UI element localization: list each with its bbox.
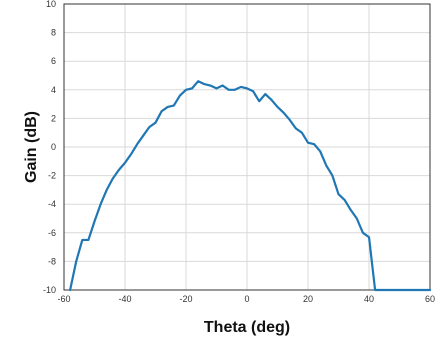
plot-area: [69, 80, 432, 292]
x-tick-label: 60: [425, 294, 435, 304]
series-line: [69, 80, 432, 292]
y-tick-label: 8: [51, 28, 56, 38]
x-axis-label: Theta (deg): [204, 319, 290, 336]
y-tick-label: 4: [51, 85, 56, 95]
x-tick-label: -60: [57, 294, 70, 304]
x-tick-label: -40: [118, 294, 131, 304]
x-tick-label: 0: [244, 294, 249, 304]
y-axis-label: Gain (dB): [23, 111, 40, 183]
y-tick-label: -8: [48, 256, 56, 266]
y-tick-label: -4: [48, 199, 56, 209]
y-tick-label: 2: [51, 113, 56, 123]
x-tick-label: 40: [364, 294, 374, 304]
axes-box: [63, 3, 431, 291]
y-tick-label: 6: [51, 56, 56, 66]
y-tick-label: 0: [51, 142, 56, 152]
y-tick-label: 10: [46, 0, 56, 9]
y-tick-label: -10: [43, 285, 56, 295]
grid: [63, 3, 431, 291]
y-tick-label: -6: [48, 228, 56, 238]
y-tick-label: -2: [48, 171, 56, 181]
x-tick-label: -20: [179, 294, 192, 304]
x-tick-label: 20: [303, 294, 313, 304]
